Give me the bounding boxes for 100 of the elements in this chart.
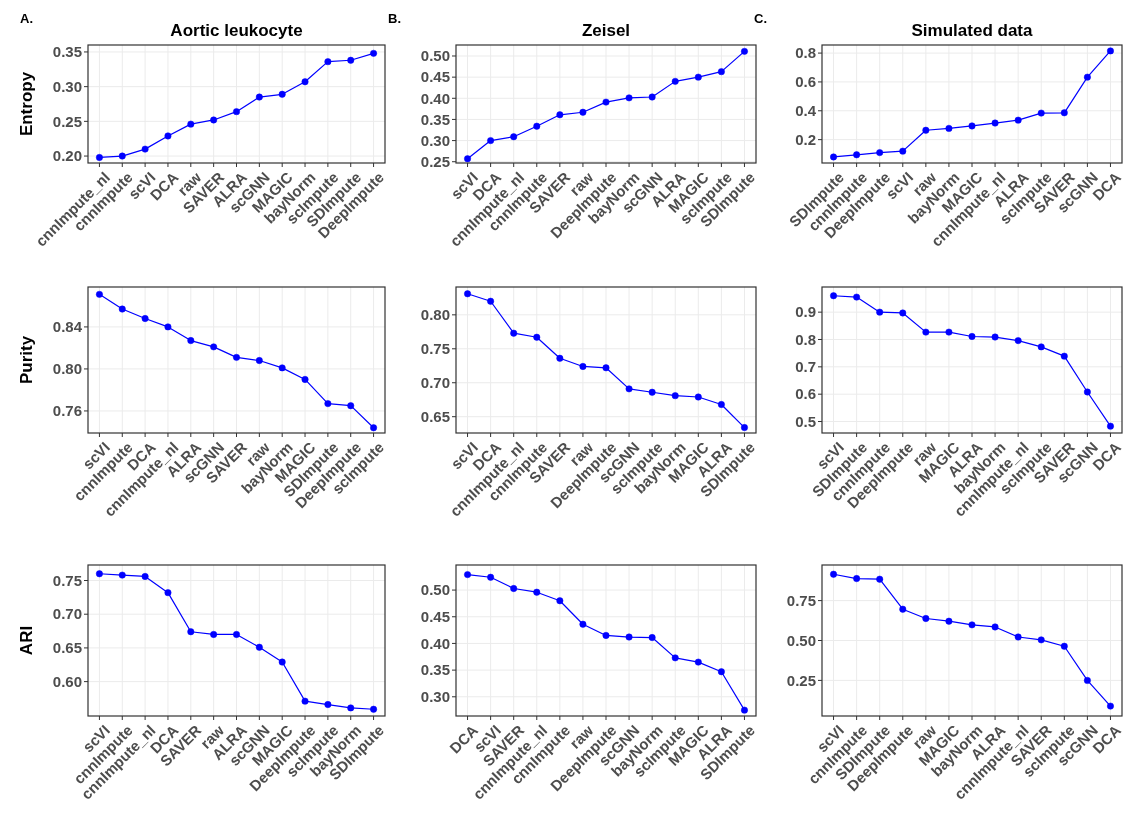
point bbox=[648, 93, 656, 101]
point bbox=[510, 329, 518, 337]
point bbox=[301, 375, 309, 383]
y-tick-label: 0.75 bbox=[420, 340, 450, 358]
y-tick-label: 0.65 bbox=[420, 407, 450, 425]
chart-title: Zeisel bbox=[581, 21, 631, 40]
point bbox=[1060, 352, 1068, 360]
point bbox=[95, 570, 103, 578]
point bbox=[187, 120, 195, 128]
point bbox=[370, 705, 378, 713]
point bbox=[556, 111, 564, 119]
point bbox=[370, 49, 378, 57]
point bbox=[625, 94, 633, 102]
point bbox=[876, 308, 884, 316]
text: C. bbox=[754, 11, 767, 26]
point bbox=[1037, 636, 1045, 644]
point bbox=[1083, 676, 1091, 684]
point bbox=[991, 623, 999, 631]
point bbox=[922, 328, 930, 336]
point bbox=[1014, 337, 1022, 345]
point bbox=[1014, 116, 1022, 124]
point bbox=[210, 116, 218, 124]
point bbox=[533, 333, 541, 341]
point bbox=[671, 392, 679, 400]
point bbox=[922, 615, 930, 622]
point bbox=[370, 424, 378, 432]
point bbox=[876, 149, 884, 157]
point bbox=[233, 353, 240, 361]
point bbox=[717, 668, 725, 676]
point bbox=[853, 293, 861, 301]
y-tick-label: 0.25 bbox=[786, 671, 816, 689]
point bbox=[1060, 642, 1068, 650]
point bbox=[968, 122, 976, 130]
point bbox=[741, 47, 748, 55]
y-tick-label: 0.30 bbox=[52, 77, 82, 95]
point bbox=[991, 333, 999, 341]
point bbox=[1107, 702, 1114, 710]
point bbox=[95, 290, 103, 298]
point bbox=[1037, 343, 1045, 351]
y-tick-label: 0.9 bbox=[795, 303, 816, 321]
point bbox=[648, 388, 656, 396]
point bbox=[830, 153, 837, 161]
point bbox=[1107, 47, 1114, 55]
y-tick-label: 0.20 bbox=[52, 147, 82, 165]
point bbox=[187, 337, 195, 345]
point bbox=[164, 589, 172, 597]
point bbox=[510, 585, 518, 592]
text: A. bbox=[20, 11, 33, 26]
point bbox=[853, 151, 861, 159]
point bbox=[233, 108, 240, 116]
y-tick-label: 0.70 bbox=[52, 605, 82, 623]
point bbox=[347, 56, 355, 64]
y-tick-label: 0.75 bbox=[786, 591, 816, 609]
y-tick-label: 0.5 bbox=[795, 412, 816, 430]
point bbox=[301, 697, 309, 705]
y-tick-label: 0.6 bbox=[795, 385, 816, 403]
y-tick-label: 0.35 bbox=[420, 110, 450, 128]
y-tick-label: 0.25 bbox=[52, 112, 82, 130]
point bbox=[579, 620, 587, 628]
point bbox=[255, 93, 263, 101]
point bbox=[255, 643, 263, 651]
y-tick-label: 0.30 bbox=[420, 688, 450, 706]
point bbox=[741, 424, 748, 432]
point bbox=[968, 621, 976, 629]
point bbox=[671, 654, 679, 662]
point bbox=[164, 323, 172, 331]
y-tick-label: 0.45 bbox=[420, 68, 450, 86]
point bbox=[602, 631, 610, 639]
y-tick-label: 0.60 bbox=[52, 672, 82, 690]
point bbox=[968, 333, 976, 340]
y-tick-label: 0.8 bbox=[795, 330, 816, 348]
point bbox=[1014, 633, 1022, 641]
point bbox=[648, 634, 656, 642]
point bbox=[741, 706, 748, 714]
y-tick-label: 0.35 bbox=[420, 661, 450, 679]
y-tick-label: 0.70 bbox=[420, 374, 450, 391]
chart-title: Aortic leukocyte bbox=[170, 21, 303, 40]
point bbox=[324, 400, 332, 408]
point bbox=[625, 633, 633, 641]
point bbox=[853, 575, 861, 583]
y-tick-label: 0.65 bbox=[52, 639, 82, 657]
point bbox=[694, 658, 702, 666]
point bbox=[510, 133, 518, 141]
y-tick-label: 0.76 bbox=[52, 402, 82, 420]
point bbox=[1037, 109, 1045, 117]
point bbox=[233, 630, 240, 638]
point bbox=[118, 571, 126, 579]
y-tick-label: 0.80 bbox=[420, 306, 450, 324]
point bbox=[899, 605, 907, 613]
y-tick-label: 0.6 bbox=[795, 73, 816, 91]
point bbox=[464, 155, 471, 163]
point bbox=[487, 137, 495, 145]
point bbox=[118, 152, 126, 160]
point bbox=[487, 297, 495, 305]
y-tick-label: 0.35 bbox=[52, 43, 82, 61]
y-axis-title: Entropy bbox=[17, 71, 36, 137]
y-tick-label: 0.50 bbox=[786, 631, 816, 649]
point bbox=[533, 122, 541, 130]
y-axis-title: Purity bbox=[17, 335, 36, 385]
y-tick-label: 0.50 bbox=[420, 47, 450, 65]
